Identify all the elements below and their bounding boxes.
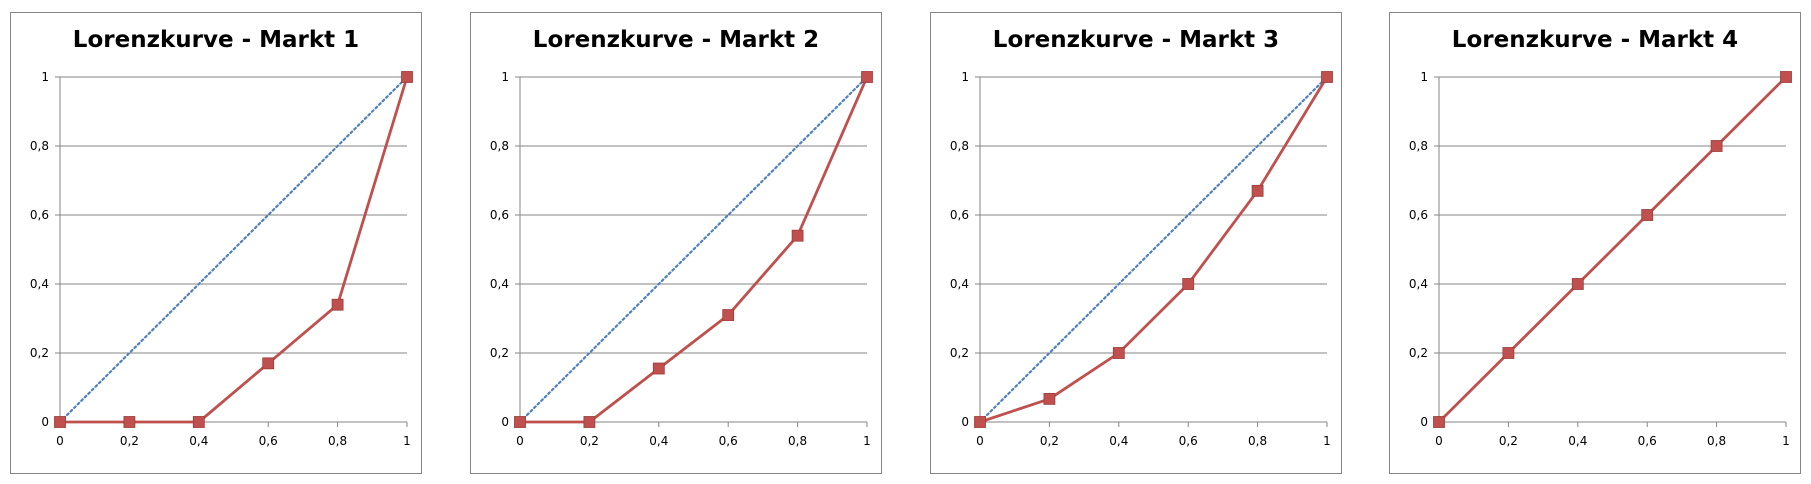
x-tick-label: 1	[863, 434, 871, 448]
lorenz-chart-markt-1: 0 0,2 0,4 0,6 0,8 1 0 0,2 0,4 0,6 0,8 1	[30, 70, 413, 448]
y-tick-label: 0	[1420, 415, 1428, 429]
chart-panel-markt-1: Lorenzkurve - Markt 1 0 0,2 0,4 0,6 0,8 1 0 0,2…	[10, 12, 422, 474]
x-tick-label: 0,8	[788, 434, 807, 448]
y-tick-label: 0,2	[1409, 346, 1428, 360]
x-tick-label: 0,4	[189, 434, 208, 448]
x-tick-label: 0,6	[1638, 434, 1657, 448]
lorenz-chart-markt-4: 0 0,2 0,4 0,6 0,8 1 0 0,2 0,4 0,6 0,8 1	[1409, 70, 1792, 448]
x-tick-label: 0,4	[1109, 434, 1128, 448]
data-point-marker	[861, 71, 873, 83]
data-point-marker	[722, 309, 735, 321]
y-tick-label: 0,4	[950, 277, 969, 291]
x-tick-label: 0	[1435, 434, 1443, 448]
data-point-marker	[791, 229, 804, 242]
x-tick-label: 0,2	[1040, 434, 1059, 448]
chart-title: Lorenzkurve - Markt 1	[72, 27, 360, 53]
data-point-marker	[583, 416, 596, 428]
chart-panel-markt-3: Lorenzkurve - Markt 3 0 0,2 0,4 0,6 0,8 1 0 0,2…	[930, 12, 1342, 474]
data-point-marker	[262, 357, 275, 370]
y-tick-label: 1	[501, 70, 509, 84]
data-point-marker	[1182, 278, 1195, 290]
data-point-marker	[1502, 347, 1515, 359]
equality-line	[58, 75, 409, 424]
y-tick-label: 0,6	[1409, 208, 1428, 222]
x-tick-label: 1	[1323, 434, 1331, 448]
x-tick-label: 0,6	[259, 434, 278, 448]
y-tick-label: 0,8	[1409, 139, 1428, 153]
data-point-marker	[123, 416, 136, 428]
x-tick-label: 0,4	[649, 434, 668, 448]
x-tick-label: 0,8	[1707, 434, 1726, 448]
chart-panel-markt-4: Lorenzkurve - Markt 4 0 0,2 0,4 0,6 0,8 1 0 0,2…	[1389, 12, 1801, 474]
y-tick-label: 0,4	[1409, 277, 1428, 291]
lorenz-curve-line	[1438, 76, 1787, 423]
data-point-marker	[192, 416, 205, 428]
y-tick-label: 0,6	[30, 208, 49, 222]
data-point-marker	[1112, 347, 1125, 359]
y-tick-label: 0	[41, 415, 49, 429]
y-tick-label: 0,8	[30, 139, 49, 153]
chart-title: Lorenzkurve - Markt 3	[992, 27, 1280, 53]
data-point-marker	[1321, 71, 1333, 83]
equality-line	[978, 75, 1329, 424]
y-tick-label: 0,4	[490, 277, 509, 291]
data-point-marker	[652, 362, 665, 375]
equality-line	[518, 75, 869, 424]
y-tick-label: 0,8	[950, 139, 969, 153]
y-tick-label: 0,6	[950, 208, 969, 222]
data-point-marker	[401, 71, 413, 83]
data-point-marker	[1043, 392, 1056, 405]
x-tick-label: 0,6	[719, 434, 738, 448]
y-tick-label: 1	[1420, 70, 1428, 84]
x-tick-label: 1	[403, 434, 411, 448]
y-tick-label: 1	[41, 70, 49, 84]
x-tick-label: 0,4	[1568, 434, 1587, 448]
y-tick-label: 0,2	[490, 346, 509, 360]
data-point-marker	[1780, 71, 1792, 83]
x-tick-label: 0	[56, 434, 64, 448]
x-tick-label: 0,2	[120, 434, 139, 448]
x-tick-label: 0,8	[1248, 434, 1267, 448]
x-tick-label: 1	[1782, 434, 1790, 448]
chart-title: Lorenzkurve - Markt 2	[532, 27, 820, 53]
data-point-marker	[1433, 416, 1445, 428]
chart-panel-markt-2: Lorenzkurve - Markt 2 0 0,2 0,4 0,6 0,8 1 0 0,2…	[470, 12, 882, 474]
y-tick-label: 0,8	[490, 139, 509, 153]
data-point-marker	[1571, 278, 1584, 290]
y-tick-label: 0,6	[490, 208, 509, 222]
x-tick-label: 0,2	[1499, 434, 1518, 448]
x-tick-label: 0,2	[580, 434, 599, 448]
y-tick-label: 0,4	[30, 277, 49, 291]
x-tick-label: 0	[516, 434, 524, 448]
y-tick-label: 0	[501, 415, 509, 429]
data-point-marker	[1641, 209, 1654, 221]
lorenz-curve-line	[60, 76, 409, 424]
data-point-marker	[1710, 140, 1723, 152]
chart-title: Lorenzkurve - Markt 4	[1451, 27, 1739, 53]
data-point-marker	[54, 416, 66, 428]
lorenz-chart-markt-2: 0 0,2 0,4 0,6 0,8 1 0 0,2 0,4 0,6 0,8 1	[490, 70, 873, 448]
data-point-marker	[974, 416, 986, 428]
y-tick-label: 0	[961, 415, 969, 429]
lorenz-curve-line	[979, 76, 1329, 424]
x-tick-label: 0	[976, 434, 984, 448]
y-tick-label: 1	[961, 70, 969, 84]
data-point-marker	[331, 298, 344, 311]
y-tick-label: 0,2	[30, 346, 49, 360]
y-tick-label: 0,2	[950, 346, 969, 360]
data-point-marker	[1251, 184, 1264, 197]
data-point-marker	[514, 416, 526, 428]
x-tick-label: 0,6	[1179, 434, 1198, 448]
x-tick-label: 0,8	[328, 434, 347, 448]
lorenz-chart-markt-3: 0 0,2 0,4 0,6 0,8 1 0 0,2 0,4 0,6 0,8 1	[950, 70, 1333, 448]
lorenz-curve-line	[520, 76, 869, 424]
